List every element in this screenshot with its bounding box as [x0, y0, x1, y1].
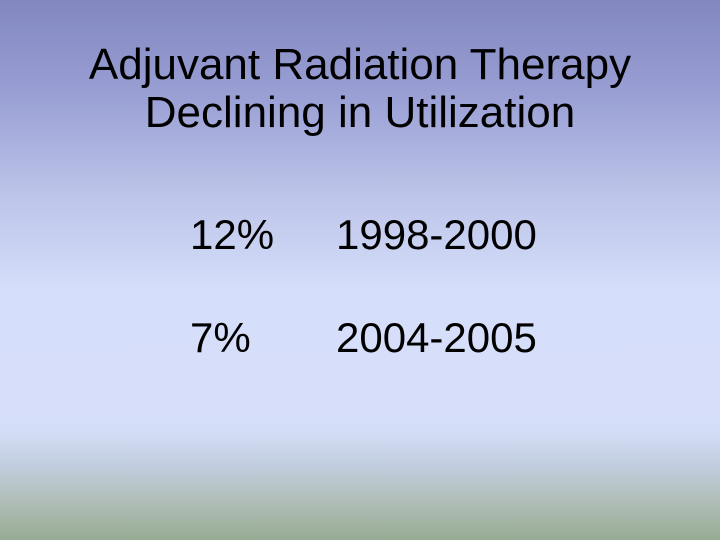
stat-row-2004-2005: 7% 2004-2005 [190, 317, 537, 359]
stat-row-1998-2000: 12% 1998-2000 [190, 214, 537, 256]
stat-percent-2004-2005: 7% [190, 314, 251, 361]
slide-title-line-1: Adjuvant Radiation Therapy [88, 40, 632, 89]
stat-period-1998-2000: 1998-2000 [336, 211, 537, 258]
slide-title-line-2: Declining in Utilization [144, 88, 576, 137]
stat-period-2004-2005: 2004-2005 [336, 314, 537, 361]
stat-percent-1998-2000: 12% [190, 211, 275, 258]
slide-title: Adjuvant Radiation Therapy Declining in … [0, 41, 720, 137]
